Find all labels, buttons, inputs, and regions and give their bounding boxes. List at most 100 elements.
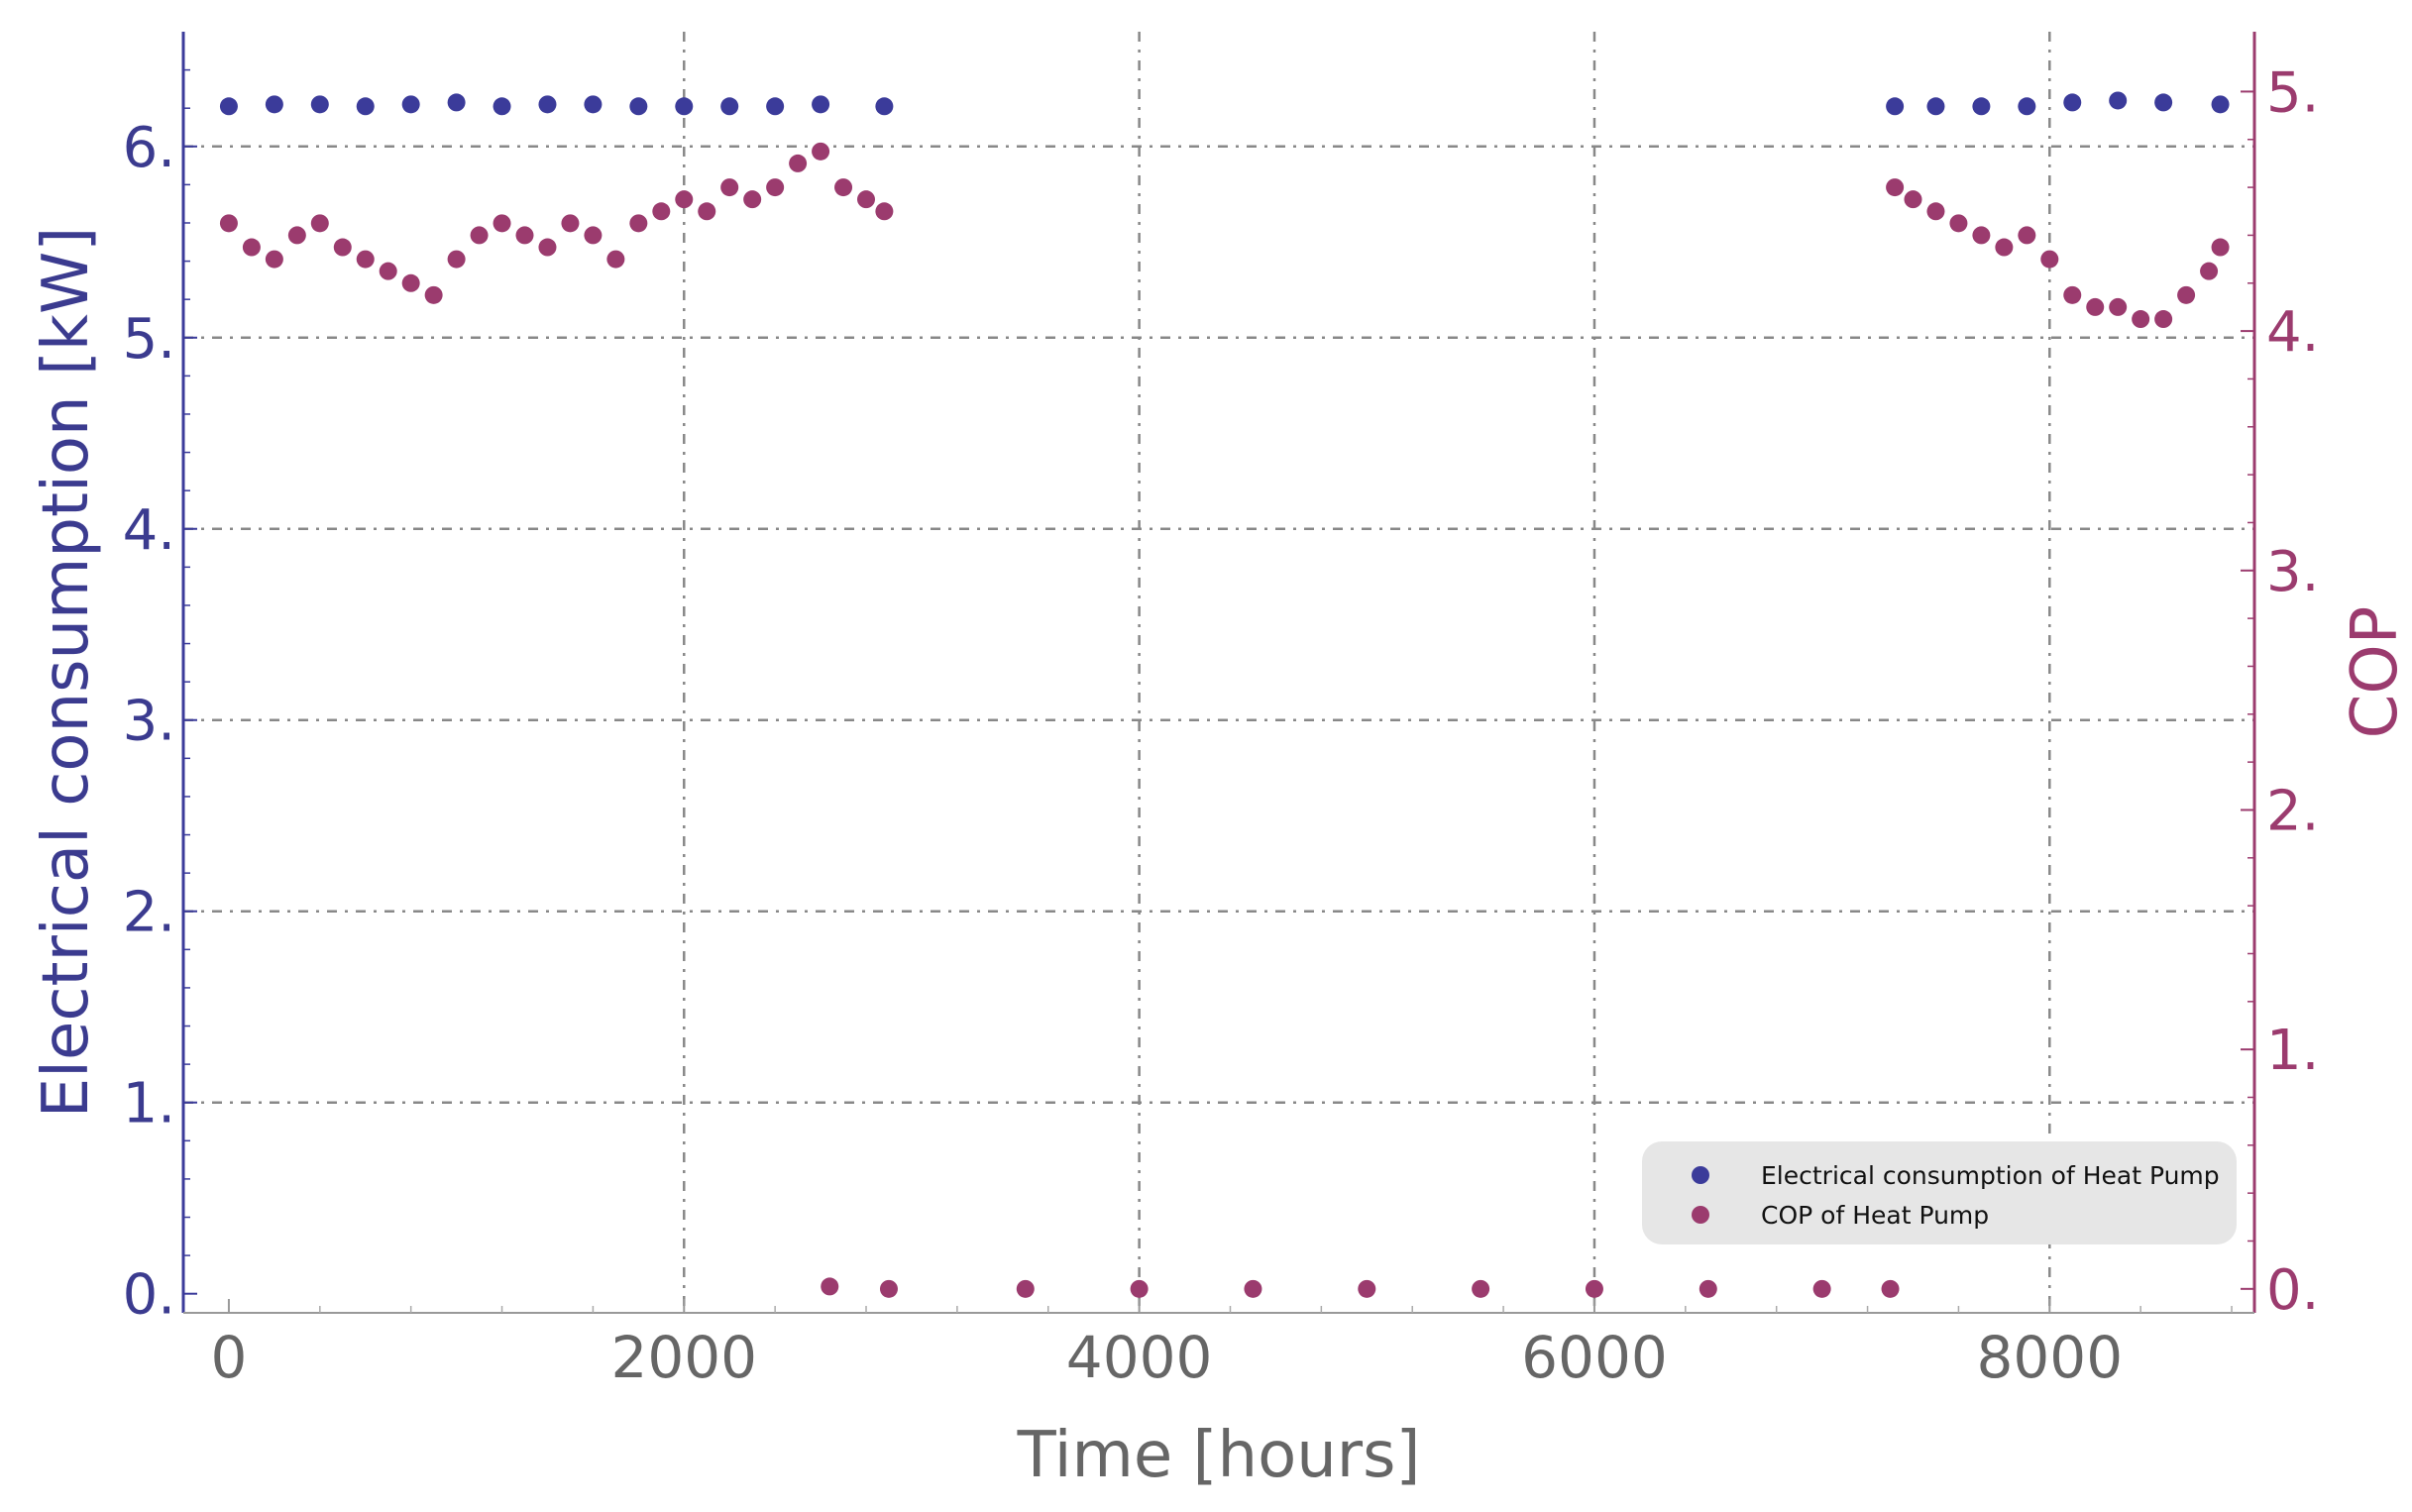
x-tick-label: 4000 <box>1066 1324 1213 1391</box>
point-cop <box>242 238 261 257</box>
x-tick-label: 0 <box>210 1324 247 1391</box>
y-left-tick-label: 6. <box>123 116 175 180</box>
point-cop <box>2211 238 2230 257</box>
point-electrical <box>2018 97 2036 116</box>
right-axis-title: COP <box>2339 606 2412 739</box>
axes-layer <box>181 32 2256 1314</box>
point-cop <box>698 202 716 221</box>
point-electrical <box>629 97 648 116</box>
ticks-layer: 0 2000 4000 6000 8000 0. 1. 2. 3. 4. 5. 6. 0. 1. 2. 3. 4… <box>123 60 2320 1391</box>
point-electrical <box>1886 97 1905 116</box>
point-cop <box>219 214 238 233</box>
point-electrical <box>265 95 283 114</box>
point-cop <box>2086 297 2105 316</box>
point-cop <box>1926 202 1945 221</box>
point-cop <box>743 190 762 209</box>
point-cop <box>875 202 894 221</box>
point-electrical <box>720 97 739 116</box>
y-left-tick-label: 4. <box>123 498 175 563</box>
point-cop <box>2018 226 2036 245</box>
point-cop <box>447 250 466 269</box>
legend-label-cop: COP of Heat Pump <box>1761 1201 1989 1230</box>
point-cop <box>2040 250 2059 269</box>
point-electrical <box>493 97 511 116</box>
point-cop <box>1472 1279 1490 1298</box>
point-cop <box>1699 1279 1717 1298</box>
point-cop <box>515 226 534 245</box>
point-electrical <box>1926 97 1945 116</box>
point-cop <box>1886 178 1905 197</box>
point-cop <box>766 178 785 197</box>
data-layer <box>219 91 2230 1298</box>
y-left-tick-label: 2. <box>123 881 175 945</box>
point-cop <box>789 154 808 172</box>
point-cop <box>538 238 557 257</box>
point-electrical <box>310 95 329 114</box>
point-electrical <box>219 97 238 116</box>
point-cop <box>1972 226 1991 245</box>
point-electrical <box>2211 95 2230 114</box>
point-electrical <box>1972 97 1991 116</box>
y-left-tick-label: 1. <box>123 1072 175 1136</box>
point-cop <box>812 142 830 161</box>
point-cop <box>1130 1279 1149 1298</box>
point-cop <box>424 285 443 304</box>
point-cop <box>493 214 511 233</box>
point-electrical <box>401 95 420 114</box>
point-cop <box>857 190 876 209</box>
point-cop <box>2132 310 2150 329</box>
y-left-tick-label: 3. <box>123 690 175 754</box>
point-cop <box>834 178 853 197</box>
point-cop <box>333 238 352 257</box>
grid-layer <box>183 32 2254 1313</box>
y-right-tick-label: 2. <box>2266 779 2319 843</box>
point-electrical <box>675 97 694 116</box>
point-electrical <box>584 95 603 114</box>
point-electrical <box>766 97 785 116</box>
point-cop <box>310 214 329 233</box>
y-right-tick-label: 5. <box>2266 60 2319 125</box>
point-cop <box>1949 214 1968 233</box>
point-cop <box>2200 262 2219 280</box>
point-cop <box>470 226 489 245</box>
point-cop <box>1244 1279 1262 1298</box>
point-cop <box>879 1279 898 1298</box>
point-cop <box>675 190 694 209</box>
point-cop <box>1358 1279 1376 1298</box>
point-cop <box>1995 238 2014 257</box>
point-cop <box>821 1277 839 1296</box>
point-cop <box>1904 190 1922 209</box>
point-cop <box>629 214 648 233</box>
y-right-tick-label: 4. <box>2266 300 2319 365</box>
point-cop <box>1585 1279 1603 1298</box>
point-cop <box>2109 297 2128 316</box>
point-cop <box>584 226 603 245</box>
point-electrical <box>2109 91 2128 110</box>
point-cop <box>379 262 397 280</box>
point-cop <box>2154 310 2173 329</box>
point-cop <box>401 273 420 292</box>
legend: Electrical consumption of Heat Pump COP … <box>1642 1141 2237 1244</box>
legend-marker-cop <box>1692 1206 1709 1224</box>
point-electrical <box>2063 93 2082 112</box>
point-electrical <box>447 93 466 112</box>
point-cop <box>720 178 739 197</box>
point-cop <box>2063 285 2082 304</box>
y-left-tick-label: 0. <box>123 1263 175 1328</box>
point-cop <box>265 250 283 269</box>
y-left-tick-label: 5. <box>123 307 175 372</box>
point-cop <box>652 202 671 221</box>
point-cop <box>356 250 375 269</box>
point-cop <box>561 214 580 233</box>
y-right-tick-label: 1. <box>2266 1019 2319 1083</box>
point-electrical <box>875 97 894 116</box>
legend-label-electrical: Electrical consumption of Heat Pump <box>1761 1161 2220 1190</box>
point-cop <box>1881 1279 1900 1298</box>
x-tick-label: 2000 <box>610 1324 757 1391</box>
point-electrical <box>812 95 830 114</box>
point-cop <box>1016 1279 1035 1298</box>
left-axis-title: Electrical consumption [kW] <box>30 227 103 1119</box>
point-cop <box>287 226 306 245</box>
